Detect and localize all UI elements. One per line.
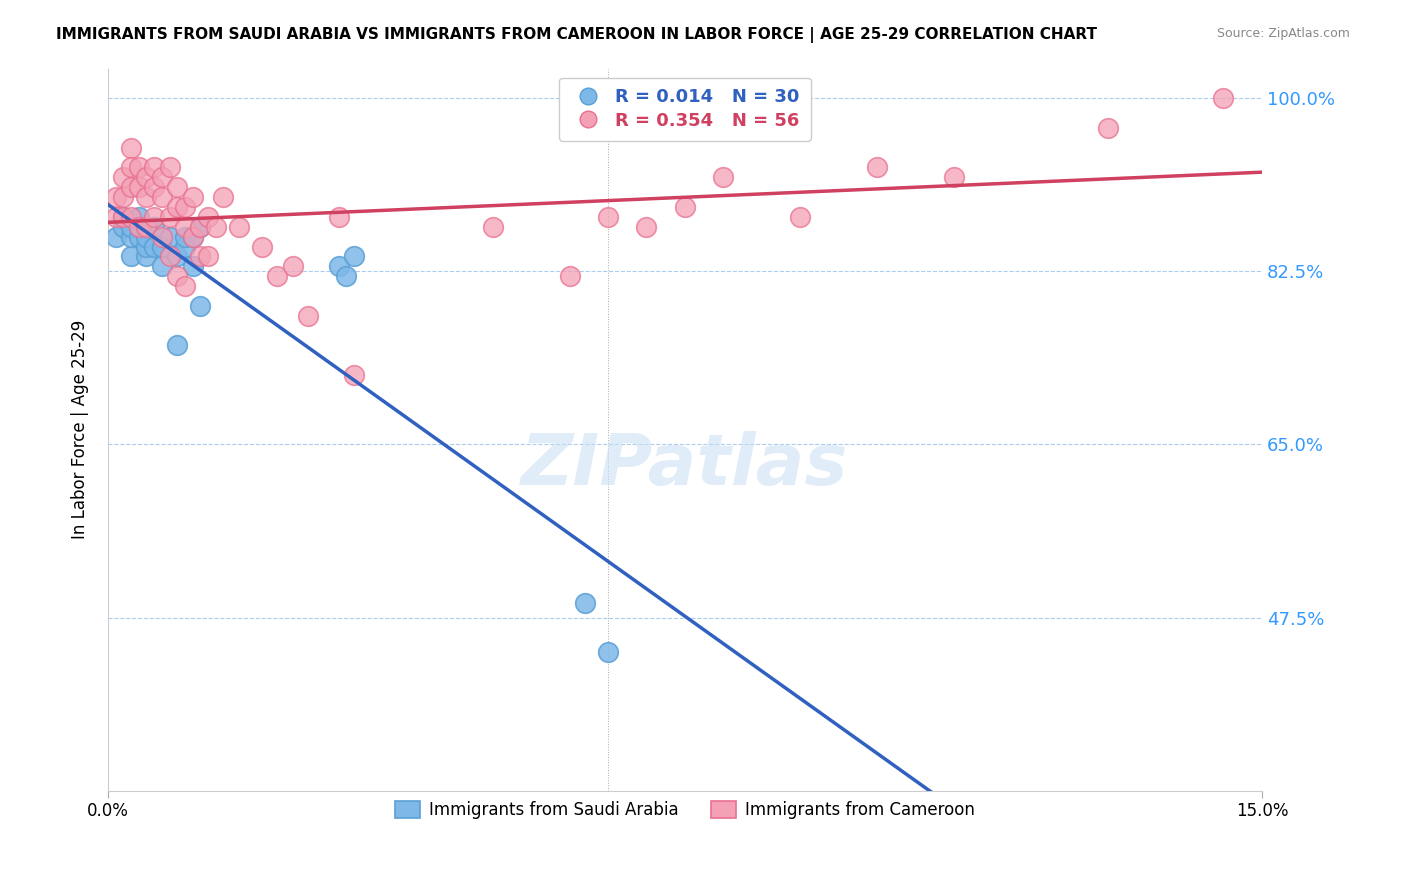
Point xyxy=(166,180,188,194)
Point xyxy=(120,219,142,234)
Point xyxy=(135,250,157,264)
Point xyxy=(128,229,150,244)
Point xyxy=(174,229,197,244)
Point xyxy=(112,210,135,224)
Point xyxy=(104,229,127,244)
Point xyxy=(636,219,658,234)
Point xyxy=(159,210,181,224)
Point xyxy=(328,210,350,224)
Point xyxy=(188,299,211,313)
Point xyxy=(120,161,142,175)
Point xyxy=(174,200,197,214)
Point xyxy=(143,210,166,224)
Point xyxy=(281,260,304,274)
Point xyxy=(150,170,173,185)
Point xyxy=(120,250,142,264)
Point xyxy=(128,219,150,234)
Point xyxy=(481,219,503,234)
Point xyxy=(143,180,166,194)
Point xyxy=(266,269,288,284)
Point xyxy=(558,269,581,284)
Point xyxy=(166,269,188,284)
Point xyxy=(297,309,319,323)
Point xyxy=(159,229,181,244)
Point xyxy=(181,229,204,244)
Point xyxy=(135,229,157,244)
Point xyxy=(789,210,811,224)
Point xyxy=(197,250,219,264)
Point xyxy=(166,250,188,264)
Point xyxy=(673,200,696,214)
Point xyxy=(143,219,166,234)
Legend: Immigrants from Saudi Arabia, Immigrants from Cameroon: Immigrants from Saudi Arabia, Immigrants… xyxy=(388,794,981,826)
Point xyxy=(112,219,135,234)
Point xyxy=(1212,91,1234,105)
Point xyxy=(713,170,735,185)
Point xyxy=(135,219,157,234)
Point xyxy=(188,219,211,234)
Text: Source: ZipAtlas.com: Source: ZipAtlas.com xyxy=(1216,27,1350,40)
Point xyxy=(343,250,366,264)
Point xyxy=(159,161,181,175)
Point xyxy=(188,219,211,234)
Point xyxy=(128,219,150,234)
Text: R = 0.014   N = 30: R = 0.014 N = 30 xyxy=(616,90,786,108)
Point xyxy=(197,210,219,224)
Point xyxy=(166,338,188,352)
Point xyxy=(181,190,204,204)
Point xyxy=(174,239,197,253)
Point xyxy=(150,260,173,274)
Point xyxy=(143,161,166,175)
Point xyxy=(128,161,150,175)
Point xyxy=(120,210,142,224)
Point xyxy=(120,229,142,244)
Point xyxy=(112,170,135,185)
Point xyxy=(120,141,142,155)
Point xyxy=(135,190,157,204)
Point xyxy=(343,368,366,383)
Point xyxy=(112,210,135,224)
Text: ZIPatlas: ZIPatlas xyxy=(522,431,849,500)
Point xyxy=(596,210,619,224)
Y-axis label: In Labor Force | Age 25-29: In Labor Force | Age 25-29 xyxy=(72,320,89,539)
Point xyxy=(328,260,350,274)
Point xyxy=(228,219,250,234)
Point xyxy=(1097,120,1119,135)
Point xyxy=(188,250,211,264)
Text: IMMIGRANTS FROM SAUDI ARABIA VS IMMIGRANTS FROM CAMEROON IN LABOR FORCE | AGE 25: IMMIGRANTS FROM SAUDI ARABIA VS IMMIGRAN… xyxy=(56,27,1097,43)
Point xyxy=(204,219,226,234)
Point xyxy=(150,229,173,244)
Point xyxy=(112,190,135,204)
Point xyxy=(335,269,357,284)
Point xyxy=(212,190,235,204)
Point xyxy=(596,645,619,659)
Point xyxy=(866,161,889,175)
Point xyxy=(943,170,966,185)
Point xyxy=(120,180,142,194)
Point xyxy=(143,239,166,253)
Point xyxy=(166,200,188,214)
Point xyxy=(104,190,127,204)
Point xyxy=(181,260,204,274)
Point xyxy=(104,210,127,224)
Point xyxy=(574,596,596,610)
Point xyxy=(250,239,273,253)
Point xyxy=(128,180,150,194)
Point xyxy=(181,229,204,244)
Point xyxy=(150,190,173,204)
Point xyxy=(150,239,173,253)
Point xyxy=(174,219,197,234)
Point xyxy=(135,170,157,185)
Point xyxy=(159,250,181,264)
Point xyxy=(128,210,150,224)
Point xyxy=(174,279,197,293)
Point xyxy=(135,239,157,253)
